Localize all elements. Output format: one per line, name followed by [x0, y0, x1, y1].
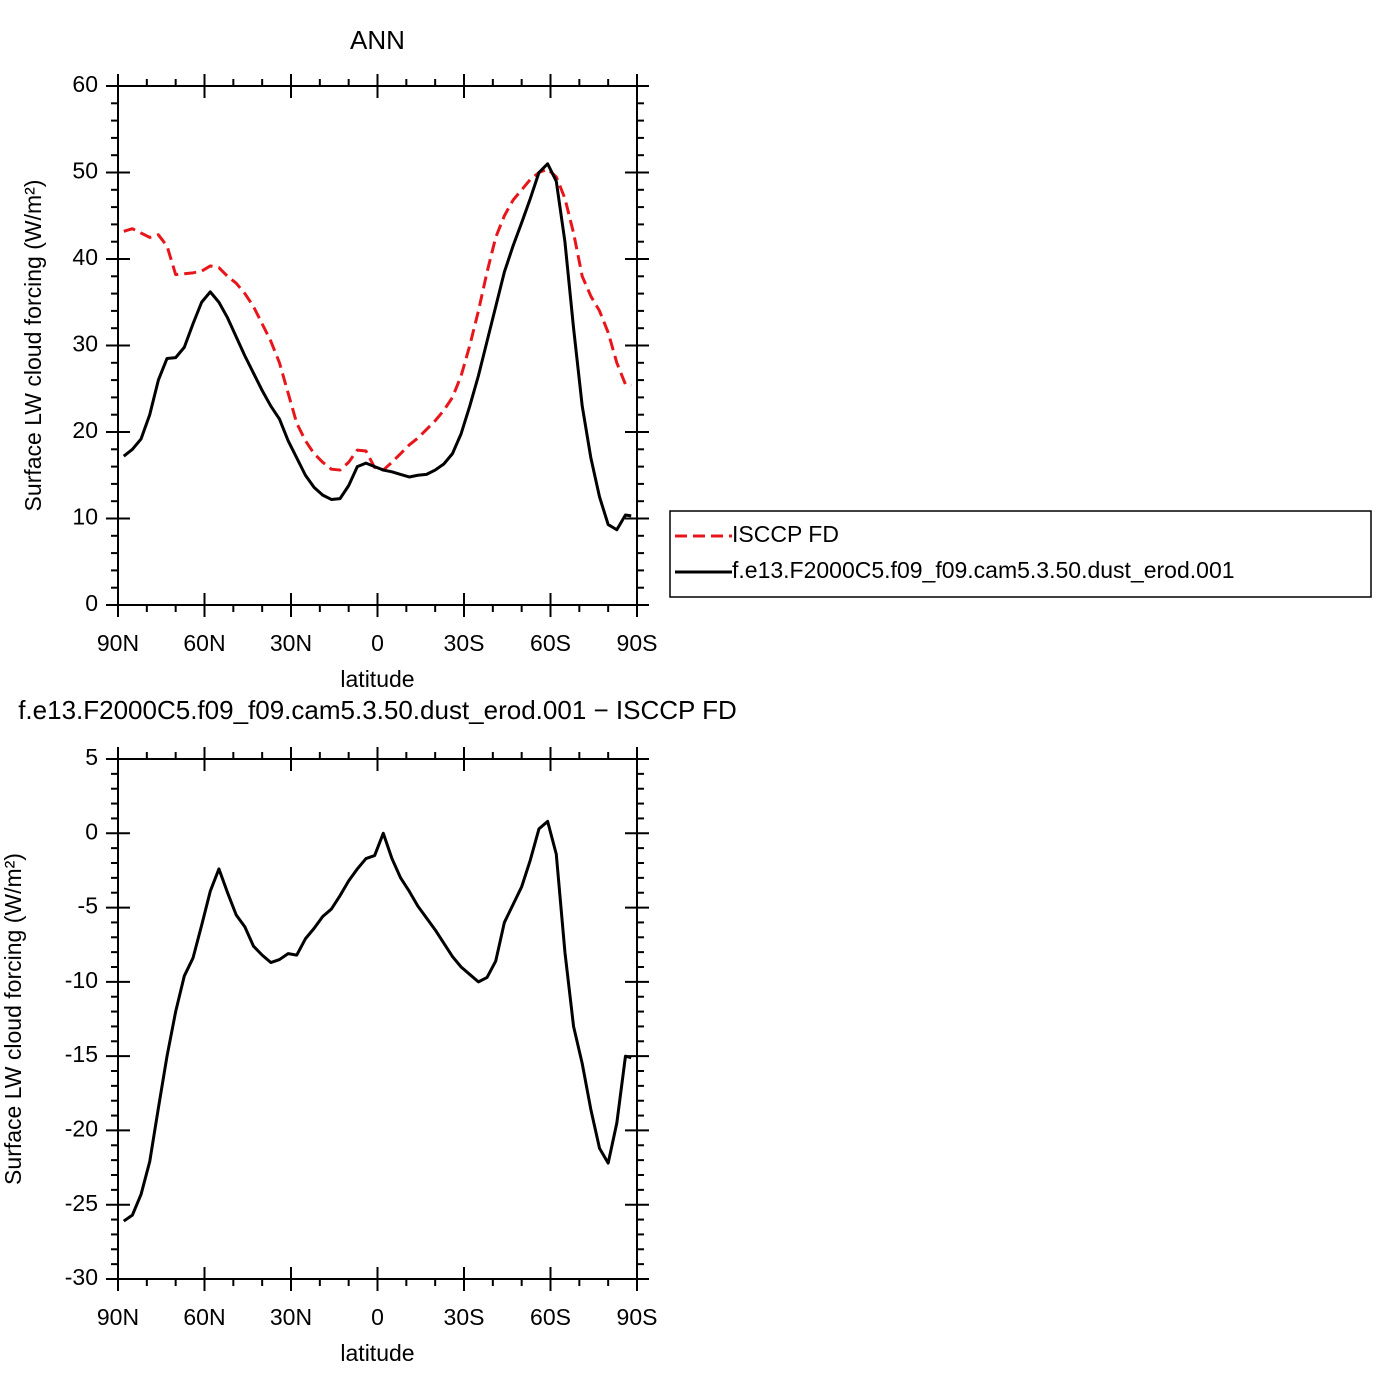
- y-tick-label: -20: [65, 1116, 98, 1142]
- chart-title: f.e13.F2000C5.f09_f09.cam5.3.50.dust_ero…: [18, 695, 737, 725]
- legend-label: ISCCP FD: [732, 521, 839, 547]
- y-axis-label: Surface LW cloud forcing (W/m²): [0, 853, 26, 1185]
- x-tick-label: 60S: [530, 630, 571, 656]
- y-tick-label: 0: [85, 590, 98, 616]
- x-tick-label: 60S: [530, 1304, 571, 1330]
- y-tick-label: 60: [72, 71, 98, 97]
- x-tick-label: 60N: [183, 1304, 225, 1330]
- legend: ISCCP FD f.e13.F2000C5.f09_f09.cam5.3.50.…: [669, 510, 1372, 598]
- x-tick-label: 90S: [617, 630, 658, 656]
- y-tick-label: 40: [72, 244, 98, 270]
- plot-frame: [117, 85, 638, 606]
- data-line: [122, 162, 632, 532]
- x-axis-label: latitude: [340, 666, 414, 692]
- y-tick-label: -15: [65, 1041, 98, 1067]
- y-tick-label: 10: [72, 504, 98, 530]
- x-tick-label: 30N: [270, 630, 312, 656]
- y-tick-label: 50: [72, 158, 98, 184]
- x-tick-label: 0: [371, 1304, 384, 1330]
- x-tick-label: 30S: [444, 630, 485, 656]
- y-tick-label: 0: [85, 818, 98, 844]
- y-tick-label: -5: [78, 893, 98, 919]
- x-tick-label: 90N: [97, 1304, 139, 1330]
- x-tick-label: 30S: [444, 1304, 485, 1330]
- plot-frame: [117, 758, 638, 1280]
- x-axis-label: latitude: [340, 1340, 414, 1366]
- y-tick-label: -25: [65, 1190, 98, 1216]
- y-tick-label: 5: [85, 744, 98, 770]
- x-tick-label: 30N: [270, 1304, 312, 1330]
- legend-label: f.e13.F2000C5.f09_f09.cam5.3.50.dust_ero…: [732, 557, 1235, 583]
- x-tick-label: 90N: [97, 630, 139, 656]
- data-line: [123, 167, 632, 472]
- y-tick-label: 30: [72, 331, 98, 357]
- chart-title: ANN: [350, 25, 405, 55]
- y-tick-label: -30: [65, 1264, 98, 1290]
- y-tick-label: -10: [65, 967, 98, 993]
- y-tick-label: 20: [72, 417, 98, 443]
- x-tick-label: 60N: [183, 630, 225, 656]
- x-tick-label: 0: [371, 630, 384, 656]
- legend-box: [669, 510, 1372, 598]
- data-line: [122, 819, 632, 1223]
- x-tick-label: 90S: [617, 1304, 658, 1330]
- y-axis-label: Surface LW cloud forcing (W/m²): [20, 180, 46, 512]
